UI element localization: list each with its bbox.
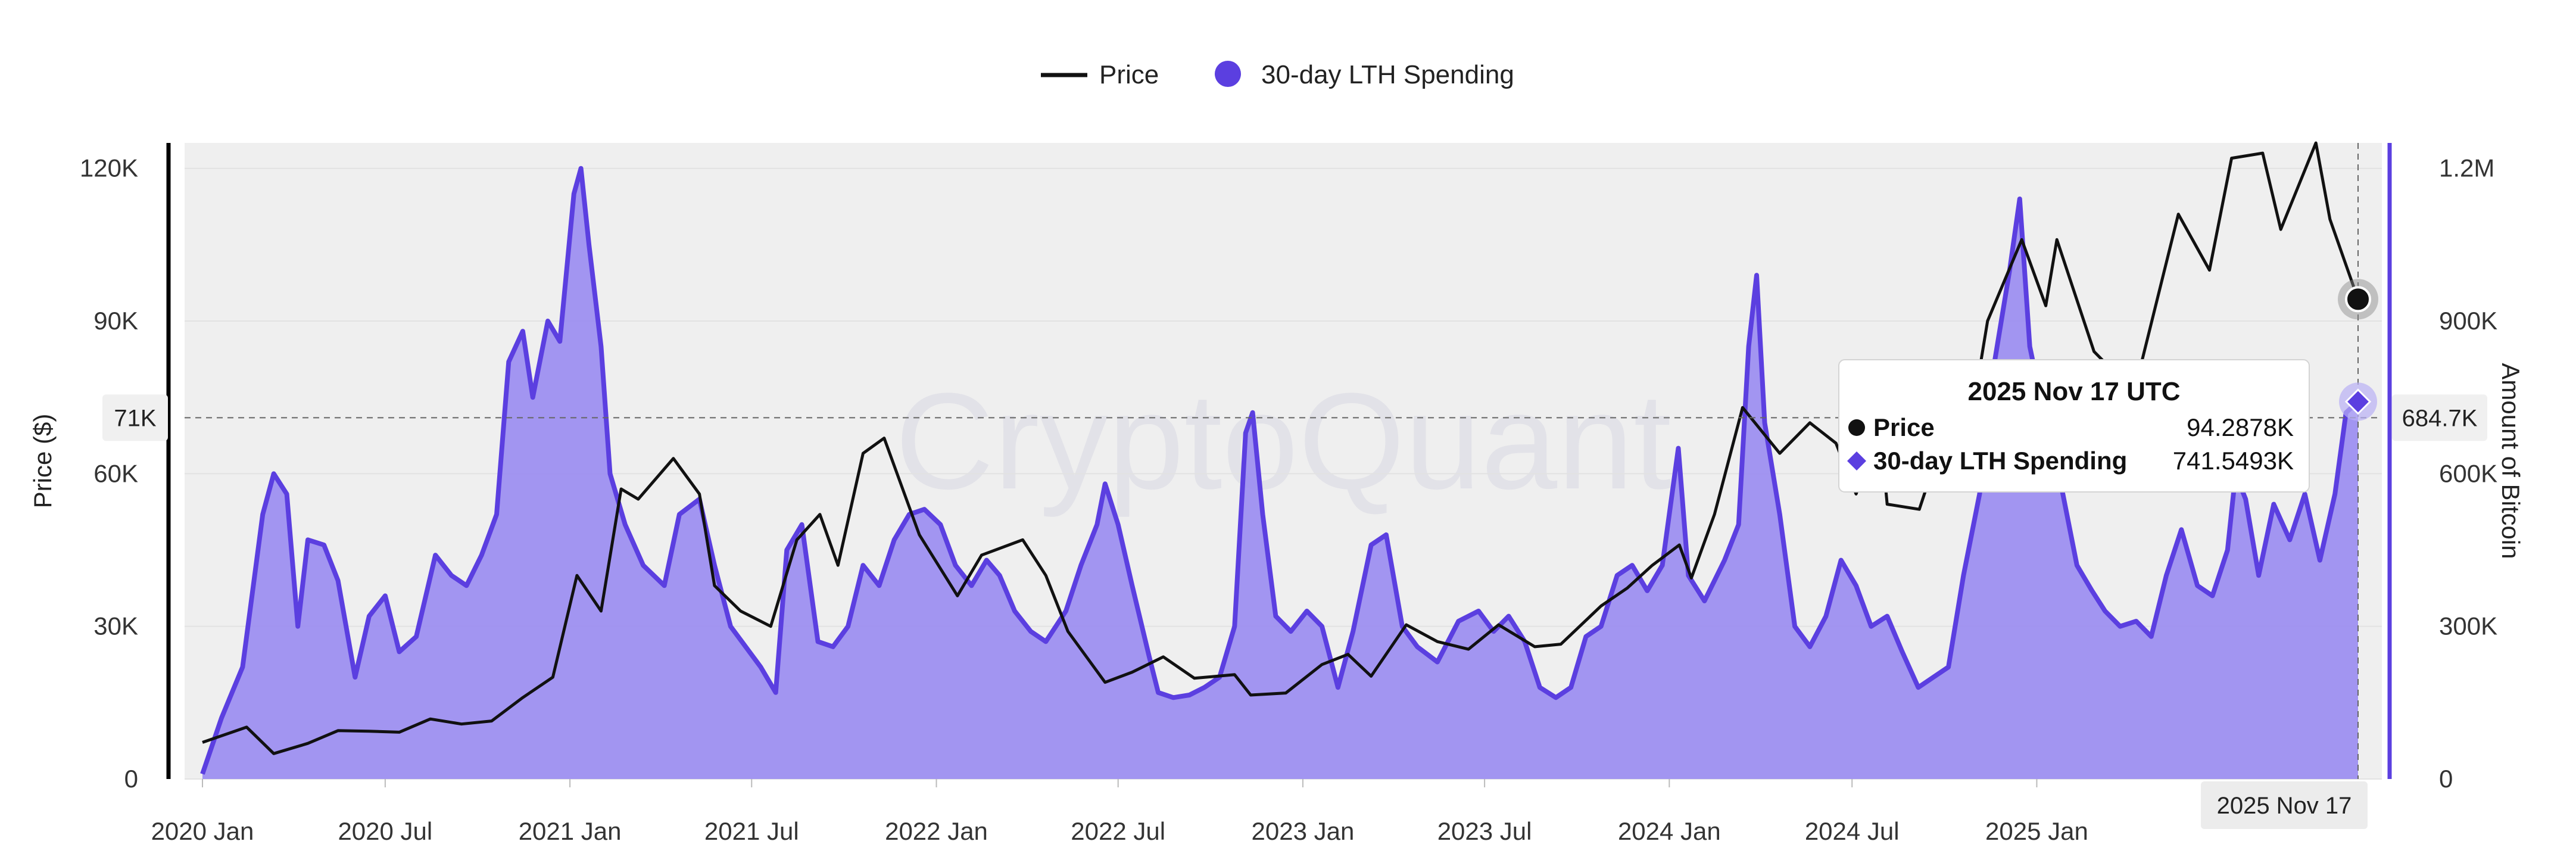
x-tick-label: 2021 Jan [519,817,622,845]
crosshair-left-badge [102,394,168,441]
tooltip-price-label: Price [1873,413,1935,441]
left-tick-label: 90K [93,307,138,335]
tooltip-price-dot [1848,419,1865,436]
x-tick-label: 2022 Jul [1071,817,1165,845]
tooltip: 2025 Nov 17 UTC Price 94.2878K 30-day LT… [1838,359,2310,493]
price-legend-label[interactable]: Price [1099,60,1159,89]
price-line [202,141,2360,755]
left-axis-title: Price ($) [29,414,57,509]
x-tick-label: 2020 Jan [151,817,254,845]
x-tick-label: 2025 Jan [1985,817,2088,845]
lth-area-line [200,166,2360,775]
right-tick-label: 0 [2439,765,2453,793]
right-axis-title: Amount of Bitcoin [2497,363,2525,559]
legend[interactable]: Price 30-day LTH Spending [1041,60,1514,89]
right-axis-ticks: 0 300K 600K 900K 1.2M [2439,154,2497,793]
left-tick-label: 0 [124,765,138,793]
tooltip-title: 2025 Nov 17 UTC [1967,377,2180,406]
lth-area-series [200,166,2360,780]
right-tick-label: 600K [2439,459,2497,487]
lth-marker [2344,388,2372,415]
crosshair-date-badge [2201,781,2368,829]
left-axis-ticks: 0 30K 60K 90K 120K [80,154,138,793]
x-tick-label: 2022 Jan [885,817,988,845]
lth-area-fill [202,168,2358,780]
x-tick-label: 2023 Jan [1252,817,1355,845]
price-marker [2345,286,2371,313]
lth-legend-swatch[interactable] [1215,61,1241,87]
tooltip-lth-value: 741.5493K [2173,447,2294,475]
right-tick-label: 900K [2439,307,2497,335]
tooltip-lth-label: 30-day LTH Spending [1873,447,2127,475]
tooltip-lth-diamond-icon [1847,451,1866,470]
crosshair-right-badge [2392,394,2487,441]
left-tick-label: 30K [93,612,138,640]
left-tick-label: 60K [93,459,138,487]
lth-legend-label[interactable]: 30-day LTH Spending [1261,60,1514,89]
x-tick-label: 2020 Jul [338,817,432,845]
x-tick-label: 2021 Jul [704,817,799,845]
price-line-series [202,141,2360,755]
x-tick-label: 2024 Jul [1805,817,1900,845]
crosshair-left-value: 71K [114,405,156,431]
tooltip-box [1838,359,2310,493]
x-tick-label: 2024 Jan [1618,817,1721,845]
x-axis-ticks: 2020 Jan 2020 Jul 2021 Jan 2021 Jul 2022 Jan… [151,779,2088,845]
right-tick-label: 300K [2439,612,2497,640]
right-tick-label: 1.2M [2439,154,2494,182]
crosshair-date-value: 2025 Nov 17 [2217,793,2352,819]
tooltip-price-value: 94.2878K [2187,413,2294,441]
crosshair: 71K 684.7K 2025 Nov 17 [102,143,2487,829]
left-tick-label: 120K [80,154,138,182]
x-tick-label: 2023 Jul [1437,817,1532,845]
watermark: CryptoQuant [895,364,1671,518]
crosshair-right-value: 684.7K [2402,405,2478,431]
